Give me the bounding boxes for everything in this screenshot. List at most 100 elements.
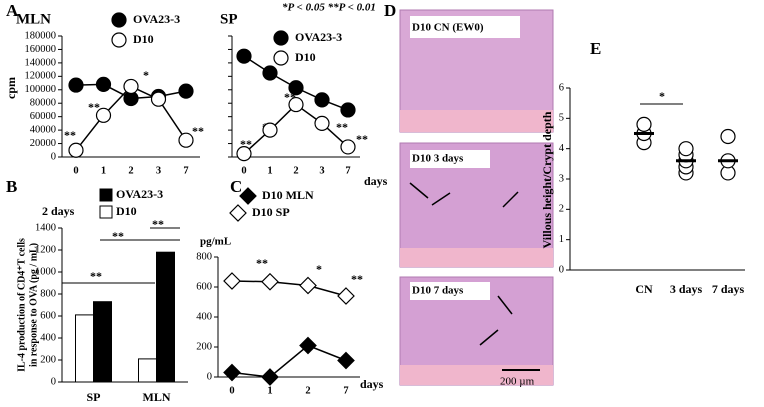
marker — [178, 132, 194, 148]
subtitle: 2 days — [42, 204, 75, 218]
x-tick-label: 2 — [128, 165, 133, 176]
x-axis-label: days — [364, 174, 388, 188]
legend-label: D10 MLN — [262, 188, 314, 202]
image-label: D10 3 days — [412, 153, 464, 165]
marker — [288, 80, 304, 96]
histology: D10 CN (EW0) D10 3 days D10 7 days 200 µ… — [399, 9, 554, 388]
marker — [239, 187, 257, 205]
marker — [111, 32, 127, 48]
y-tick-label: 0 — [559, 264, 564, 275]
marker — [95, 76, 112, 93]
y-tick-label: 80000 — [30, 98, 56, 109]
marker — [223, 363, 241, 382]
y-tick-label: 1200 — [35, 244, 56, 255]
point — [636, 116, 652, 133]
y-tick-label: 160000 — [25, 44, 57, 55]
y-tick-label: 6 — [559, 82, 564, 93]
marker — [261, 368, 279, 386]
y-tick-label: 800 — [196, 251, 212, 262]
y-tick-label: 600 — [40, 310, 56, 321]
x-tick-label: 1 — [101, 165, 106, 176]
bar — [138, 358, 157, 383]
y-tick-label: 120000 — [25, 71, 57, 82]
x-tick-label: CN — [635, 282, 653, 296]
x-tick-label: 7 days — [712, 282, 745, 296]
marker — [340, 102, 356, 118]
marker — [123, 78, 139, 95]
legend-swatch — [99, 188, 113, 202]
marker — [68, 142, 84, 158]
chart-title: MLN — [16, 11, 51, 27]
y-tick-label: 0 — [51, 151, 56, 162]
y-axis-label: pg/mL — [200, 236, 231, 248]
y-tick-label: 2 — [559, 204, 564, 215]
marker — [223, 272, 241, 290]
image-label: D10 7 days — [412, 285, 464, 297]
marker — [261, 272, 279, 291]
line — [231, 280, 347, 297]
annotation: ** — [112, 229, 124, 243]
annotation: * — [659, 89, 665, 103]
panel-letter: D — [384, 1, 396, 20]
annotation: ** — [256, 256, 268, 270]
annotation: * — [316, 262, 322, 276]
panel-letter: C — [230, 177, 242, 196]
arrows — [409, 182, 519, 346]
marker — [68, 77, 84, 93]
x-tick-label: 7 — [183, 165, 188, 176]
y-tick-label: 0 — [51, 376, 56, 387]
x-tick-label: 7 — [345, 165, 350, 176]
legend-label: D10 — [133, 32, 154, 46]
y-tick-label: 1000 — [35, 266, 56, 277]
bar — [75, 314, 94, 383]
marker — [111, 12, 127, 28]
label-box — [410, 150, 490, 168]
panel-letter: B — [6, 177, 17, 196]
y-tick-label: 100000 — [25, 84, 57, 95]
annotation: * — [143, 68, 149, 82]
annotation: ** — [356, 132, 368, 146]
legend-label: D10 — [295, 50, 316, 64]
x-tick-label: SP — [86, 390, 100, 404]
x-tick-label: MLN — [143, 390, 171, 404]
legend-label: OVA23-3 — [116, 187, 163, 201]
x-tick-label: 1 — [267, 385, 272, 396]
legend-label: OVA23-3 — [133, 12, 180, 26]
annotation: ** — [351, 272, 363, 286]
marker — [95, 107, 112, 123]
legend-label: D10 SP — [252, 205, 290, 219]
x-tick-label: 2 — [293, 165, 298, 176]
annotation: ** — [88, 100, 100, 114]
x-tick-label: 3 days — [670, 282, 703, 296]
x-tick-label: 2 — [305, 385, 310, 396]
y-tick-label: 200 — [40, 354, 56, 365]
x-tick-label: 0 — [73, 165, 78, 176]
panel-letter: E — [590, 39, 601, 58]
marker — [273, 30, 289, 46]
x-tick-label: 1 — [267, 165, 272, 176]
image-band — [400, 110, 553, 132]
marker — [288, 96, 304, 113]
marker — [314, 92, 330, 108]
annotation: ** — [90, 269, 102, 283]
legend-label: D10 — [116, 204, 137, 218]
y-tick-label: 140000 — [25, 57, 57, 68]
marker — [150, 91, 167, 107]
chart-title: SP — [220, 11, 238, 27]
y-tick-label: 40000 — [30, 125, 56, 136]
y-tick-label: 20000 — [30, 138, 56, 149]
y-tick-label: 1400 — [35, 222, 56, 233]
x-tick-label: 0 — [229, 385, 234, 396]
marker — [314, 115, 330, 131]
x-tick-label: 7 — [343, 385, 348, 396]
point — [678, 141, 694, 157]
image-label: D10 CN (EW0) — [412, 22, 484, 34]
marker — [262, 65, 278, 81]
marker — [299, 276, 317, 295]
y-tick-label: 1 — [559, 234, 564, 245]
significance-legend: *P < 0.05 **P < 0.01 — [282, 2, 376, 14]
legend-label: OVA23-3 — [295, 30, 342, 44]
marker — [273, 50, 289, 66]
y-tick-label: 60000 — [30, 111, 56, 122]
